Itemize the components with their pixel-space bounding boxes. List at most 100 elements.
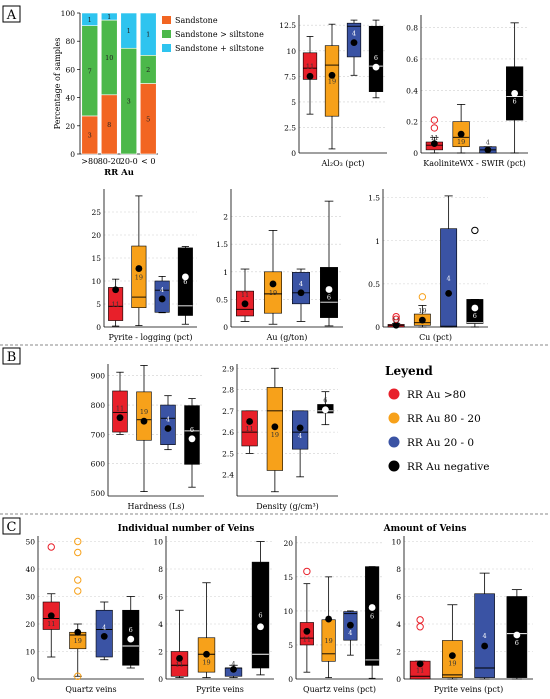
al2o3-ytick-label-3: 7.5	[284, 72, 296, 81]
hardness-box-3	[184, 405, 200, 465]
kaolinite-ytick-label-4: 0.8	[406, 24, 418, 33]
lithology-xtick-label-3: < 0	[141, 157, 155, 166]
hardness-ytick-label-3: 800	[91, 401, 106, 410]
quartz_amount-count-label-3: 6	[370, 613, 374, 621]
quartz_amount-count-label-0: 11	[303, 635, 311, 643]
kaolinite-count-label-0: 11	[430, 134, 438, 142]
density-mean-1	[271, 423, 279, 431]
au-ytick-label-2: 1	[223, 268, 228, 277]
quartz_number-ytick-label-4: 40	[25, 565, 35, 574]
density-count-label-0: 11	[245, 425, 253, 433]
lithology-bar-label-1-0: 8	[107, 121, 111, 129]
pyrite_number-count-label-2: 4	[231, 660, 235, 668]
kaolinite-chart: 0 0.2 0.4 0.6 0.8 11 19 4 6 KaoliniteWX - SWIR (p…	[406, 15, 528, 168]
density-xlabel: Density (g/cm³)	[256, 502, 319, 511]
density-count-label-1: 19	[271, 431, 279, 439]
quartz_number-outlier-1-1	[74, 548, 82, 557]
panel-b-label: B	[7, 350, 17, 365]
pyrite_logging-ytick-label-2: 10	[91, 277, 101, 286]
pyrite_amount-mean-3	[513, 631, 521, 639]
lithology-bar-label-3-0: 5	[146, 115, 150, 123]
quartz_number-xlabel: Quartz veins	[65, 685, 116, 694]
al2o3-count-label-2: 4	[352, 30, 356, 38]
quartz_amount-mean-3	[368, 604, 376, 611]
panel-labels: A B C	[2, 5, 21, 535]
cu-ytick-label-3: 1.5	[368, 194, 380, 203]
au-mean-2	[297, 289, 305, 297]
cu-mean-1	[418, 316, 426, 324]
cu-xlabel: Cu (pct)	[419, 333, 452, 342]
lithology-ytick-label-1: 20	[65, 122, 75, 131]
hardness-xlabel: Hardness (Ls)	[128, 502, 185, 511]
panel-b-frame	[2, 347, 21, 365]
pyrite_amount-count-label-0: 11	[416, 667, 424, 675]
density-mean-2	[296, 424, 304, 432]
pyrite_number-ytick-label-4: 8	[158, 565, 163, 574]
veins-number-title: Individual number of Veins	[118, 524, 255, 534]
panel-a-label: A	[6, 8, 17, 23]
legend-label-1: RR Au 80 - 20	[407, 413, 481, 425]
hardness-ytick-label-1: 600	[91, 460, 106, 469]
pyrite_logging-count-label-1: 19	[135, 273, 143, 281]
cu-count-label-3: 6	[473, 312, 477, 320]
lithology-bar-label-2-2: 1	[127, 27, 131, 35]
pyrite_logging-xlabel: Pyrite - logging (pct)	[108, 333, 192, 342]
lithology-ylabel: Percentage of samples	[53, 38, 62, 130]
lithology-xtick-label-1: 80-20	[98, 157, 121, 166]
density-ytick-label-5: 2.9	[222, 364, 234, 373]
pyrite_number-chart: 0 2 4 6 8 10 11 19 4 6 Pyrite veins	[153, 536, 274, 694]
pyrite_logging-mean-1	[135, 265, 143, 272]
pyrite_number-ytick-label-1: 2	[158, 648, 163, 657]
quartz_number-chart: 0 10 20 30 40 50 11 19 4 6 Quartz veins	[25, 536, 144, 694]
quartz_number-outlier-1-4	[74, 672, 82, 680]
pyrite_logging-ytick-label-4: 20	[91, 231, 101, 240]
lithology-chart: 0 20 40 60 80 100 3 7 1 >80 8 10 1 80-20 3 1 20-0 5 2 1 < 0 P…	[53, 9, 264, 178]
lithology-ytick-label-0: 0	[70, 150, 75, 159]
kaolinite-count-label-2: 4	[486, 139, 490, 147]
pyrite_amount-ytick-label-3: 6	[396, 593, 401, 602]
lithology-bar-label-2-1: 3	[127, 98, 131, 106]
cu-mean-2	[445, 289, 453, 297]
al2o3-ytick-label-0: 0	[291, 149, 296, 158]
al2o3-count-label-1: 19	[328, 77, 336, 85]
au-count-label-1: 19	[269, 289, 277, 297]
quartz_number-count-label-2: 4	[102, 623, 106, 631]
hardness-count-label-3: 6	[190, 426, 194, 434]
pyrite_number-xlabel: Pyrite veins	[196, 685, 244, 694]
lithology-bar-0-2	[81, 12, 99, 26]
hardness-mean-3	[188, 435, 196, 443]
hardness-box-2	[160, 404, 176, 445]
pyrite_number-count-label-3: 6	[258, 612, 262, 620]
legend-marker-0	[388, 388, 400, 400]
density-ytick-label-0: 2.4	[222, 471, 234, 480]
pyrite_amount-ytick-label-4: 8	[396, 565, 401, 574]
panel-a-frame	[2, 5, 21, 23]
kaolinite-outlier-0-1	[430, 116, 439, 124]
legend-marker-1	[388, 412, 400, 424]
lithology-legend-label-1: Sandstone > siltstone	[175, 30, 264, 39]
cu-outlier-0-1	[392, 312, 400, 321]
pyrite_number-mean-1	[203, 650, 210, 658]
density-count-label-2: 4	[298, 432, 302, 440]
lithology-bar-label-3-2: 1	[146, 31, 150, 39]
legend-title: Leyend	[385, 364, 433, 378]
au-count-label-2: 4	[299, 280, 303, 288]
kaolinite-ytick-label-2: 0.4	[406, 86, 418, 95]
hardness-box-1	[136, 391, 152, 441]
lithology-bar-3-2	[139, 12, 157, 56]
lithology-bar-2-2	[120, 12, 138, 49]
pyrite_number-ytick-label-3: 6	[158, 593, 163, 602]
al2o3-ytick-label-1: 2.5	[284, 123, 296, 132]
au-box-2	[292, 272, 310, 305]
pyrite_amount-ytick-label-1: 2	[396, 648, 401, 657]
density-ytick-label-3: 2.7	[222, 407, 234, 416]
density-count-label-3: 6	[323, 396, 327, 404]
lithology-bar-1-2	[100, 12, 118, 21]
legend-label-0: RR Au >80	[407, 389, 466, 401]
panel-c-label: C	[7, 520, 17, 535]
au-ytick-label-0: 0	[223, 323, 228, 332]
pyrite_number-box-3	[251, 561, 270, 669]
quartz_amount-mean-0	[303, 627, 311, 635]
kaolinite-ytick-label-0: 0	[413, 149, 418, 158]
cu-box-2	[440, 228, 458, 328]
